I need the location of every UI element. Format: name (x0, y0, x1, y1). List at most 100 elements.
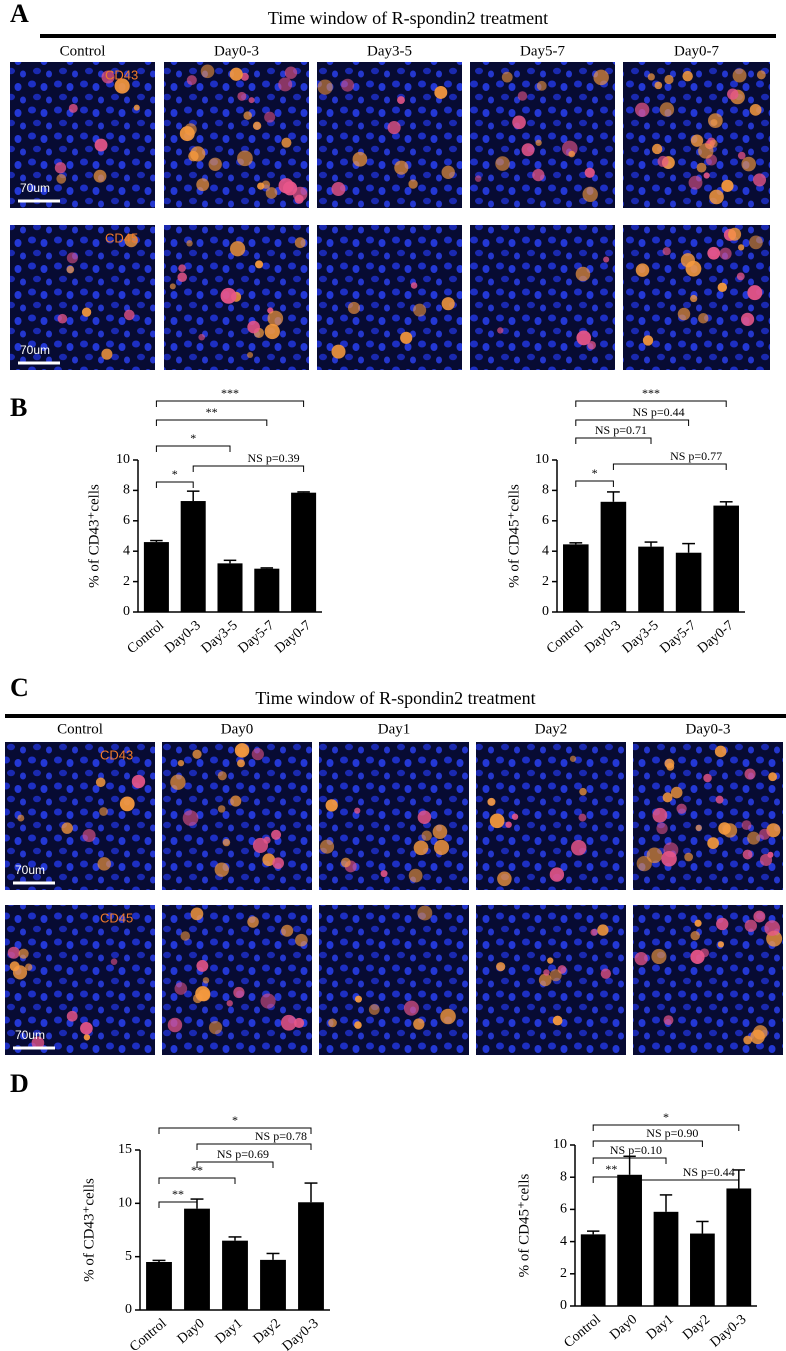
stained-cell (547, 957, 554, 964)
stained-cell (380, 870, 388, 878)
stained-cell (229, 67, 243, 81)
stained-cell (662, 247, 671, 256)
column-label: Day0-7 (674, 43, 719, 59)
stained-cell (743, 1035, 753, 1045)
stained-cell (56, 173, 67, 184)
stained-cell (652, 807, 668, 823)
stained-cell (261, 180, 271, 189)
bar (143, 542, 169, 612)
stained-cell (83, 1034, 91, 1041)
stained-cell (264, 111, 276, 123)
y-tick-label: 8 (542, 483, 549, 498)
stained-cell (272, 857, 284, 869)
y-tick-label: 10 (553, 1137, 567, 1152)
stained-cell (718, 822, 731, 835)
bar (675, 552, 702, 612)
bar (600, 501, 627, 612)
stained-cell (696, 162, 707, 173)
stained-cell (747, 831, 761, 845)
stained-cell (759, 828, 771, 840)
stained-cell (732, 68, 747, 83)
stained-cell (538, 973, 552, 987)
bar (180, 501, 206, 612)
stained-cell (229, 241, 246, 257)
stained-cell (688, 175, 703, 190)
stained-cell (576, 330, 592, 346)
y-tick-label: 2 (542, 574, 549, 589)
bar (653, 1211, 679, 1306)
stained-cell (714, 745, 727, 758)
significance-label: * (592, 466, 598, 480)
stained-cell (114, 78, 130, 94)
significance-bracket (155, 419, 268, 426)
stained-cell (749, 103, 762, 116)
stained-cell (260, 993, 276, 1009)
stained-cell (661, 850, 677, 867)
stained-cell (110, 958, 118, 965)
stained-cell (237, 150, 253, 167)
stained-cell (707, 837, 719, 850)
x-tick-label: Day0-3 (708, 1312, 750, 1350)
x-tick-label: Day0-3 (582, 618, 624, 656)
stained-cell (226, 1000, 233, 1007)
stained-cell (676, 803, 687, 814)
stained-cell (341, 78, 355, 92)
significance-bracket (575, 480, 614, 487)
bar (217, 563, 243, 612)
stained-cell (317, 79, 333, 95)
stained-cell (417, 810, 432, 824)
bar (726, 1188, 752, 1306)
significance-label: ** (605, 1162, 617, 1176)
y-axis-label: % of CD45⁺cells (516, 1173, 532, 1277)
stained-cell (410, 282, 418, 289)
y-tick-label: 10 (535, 452, 549, 467)
stained-cell (80, 1021, 93, 1035)
stained-cell (543, 969, 550, 976)
stained-cell (740, 312, 755, 326)
significance-bracket (158, 1177, 236, 1184)
stained-cell (178, 264, 186, 273)
stained-cell (571, 840, 587, 856)
significance-bracket (196, 1161, 274, 1168)
stained-cell (17, 814, 25, 822)
x-tick-label: Control (127, 1316, 169, 1351)
stained-cell (441, 297, 455, 311)
stained-cell (101, 348, 113, 360)
bar (222, 1240, 248, 1310)
stained-cell (198, 333, 205, 341)
stained-cell (584, 167, 595, 178)
stained-cell (664, 74, 674, 85)
row-label: CD45 (100, 910, 133, 925)
y-tick-label: 4 (560, 1234, 567, 1249)
stained-cell (434, 86, 448, 99)
bar (563, 544, 589, 612)
significance-label: *** (221, 386, 239, 400)
stained-cell (552, 1015, 563, 1026)
stained-cell (94, 138, 108, 152)
x-tick-label: Day0 (607, 1312, 640, 1343)
significance-bracket (155, 481, 194, 488)
significance-bracket (158, 1127, 312, 1134)
stained-cell (657, 155, 669, 167)
stained-cell (177, 760, 185, 767)
y-axis-label: % of CD43⁺cells (81, 1178, 97, 1282)
column-label: Control (60, 43, 106, 59)
stained-cell (474, 175, 482, 182)
stained-cell (186, 240, 193, 247)
stained-cell (95, 777, 106, 788)
stained-cell (230, 795, 242, 807)
stained-cell (202, 977, 210, 984)
stained-cell (328, 1018, 337, 1028)
stained-cell (421, 830, 432, 841)
bar (638, 546, 664, 612)
significance-label: * (172, 467, 178, 481)
scale-label: 70um (20, 181, 50, 195)
column-label: Day2 (535, 721, 568, 737)
stained-cell (237, 759, 245, 768)
significance-bracket (192, 465, 305, 472)
stained-cell (736, 272, 745, 281)
stained-cell (536, 80, 547, 91)
stained-cell (182, 810, 199, 826)
y-tick-label: 6 (560, 1202, 567, 1217)
stained-cell (347, 301, 361, 315)
